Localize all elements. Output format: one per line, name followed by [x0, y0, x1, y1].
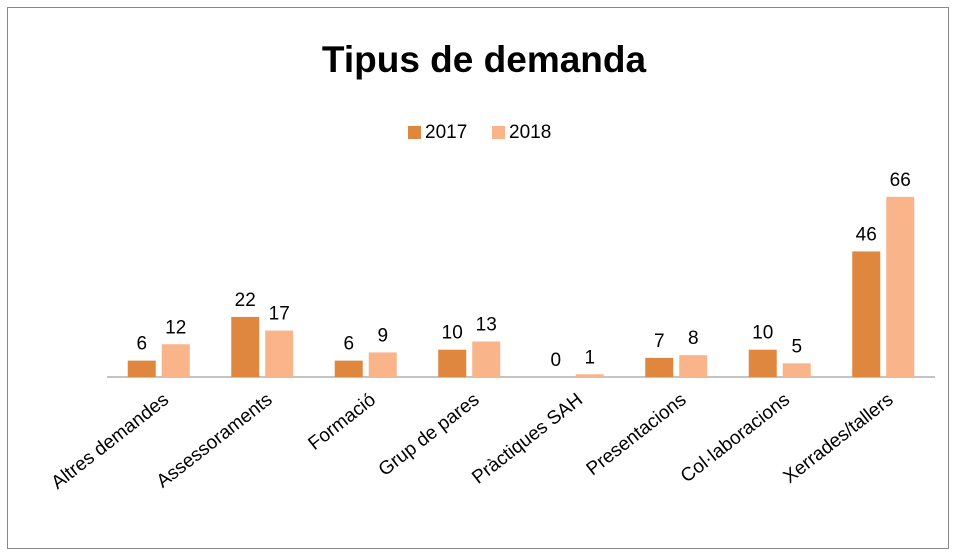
value-label: 13	[476, 315, 497, 336]
value-label: 66	[890, 170, 911, 191]
bar	[472, 341, 501, 377]
chart-title: Tipus de demanda	[322, 39, 647, 80]
bar	[575, 374, 604, 377]
value-label: 6	[136, 334, 147, 355]
legend-label: 2017	[425, 122, 467, 143]
value-label: 9	[377, 325, 388, 346]
bar	[334, 360, 363, 377]
bar	[265, 330, 294, 377]
value-label: 12	[165, 317, 186, 338]
bar	[438, 349, 467, 377]
value-label: 6	[343, 334, 354, 355]
bar	[368, 352, 397, 377]
value-label: 10	[752, 323, 773, 344]
bar	[645, 357, 674, 377]
value-label: 10	[442, 323, 463, 344]
bar	[127, 360, 156, 377]
value-label: 7	[654, 331, 665, 352]
value-label: 22	[235, 290, 256, 311]
bar	[782, 363, 811, 377]
legend-swatch	[408, 126, 421, 139]
bar	[679, 355, 708, 377]
value-label: 46	[856, 224, 877, 245]
bar	[852, 251, 881, 377]
value-label: 8	[688, 328, 699, 349]
legend-swatch	[492, 126, 505, 139]
bar	[161, 344, 190, 377]
value-label: 5	[791, 336, 802, 357]
value-label: 1	[584, 347, 595, 368]
bar	[886, 196, 915, 377]
value-label: 17	[269, 304, 290, 325]
bar	[231, 316, 260, 377]
value-label: 0	[550, 350, 561, 371]
chart-border	[7, 7, 949, 549]
bar	[748, 349, 777, 377]
legend: 2017 2018	[408, 122, 551, 143]
legend-label: 2018	[509, 122, 551, 143]
